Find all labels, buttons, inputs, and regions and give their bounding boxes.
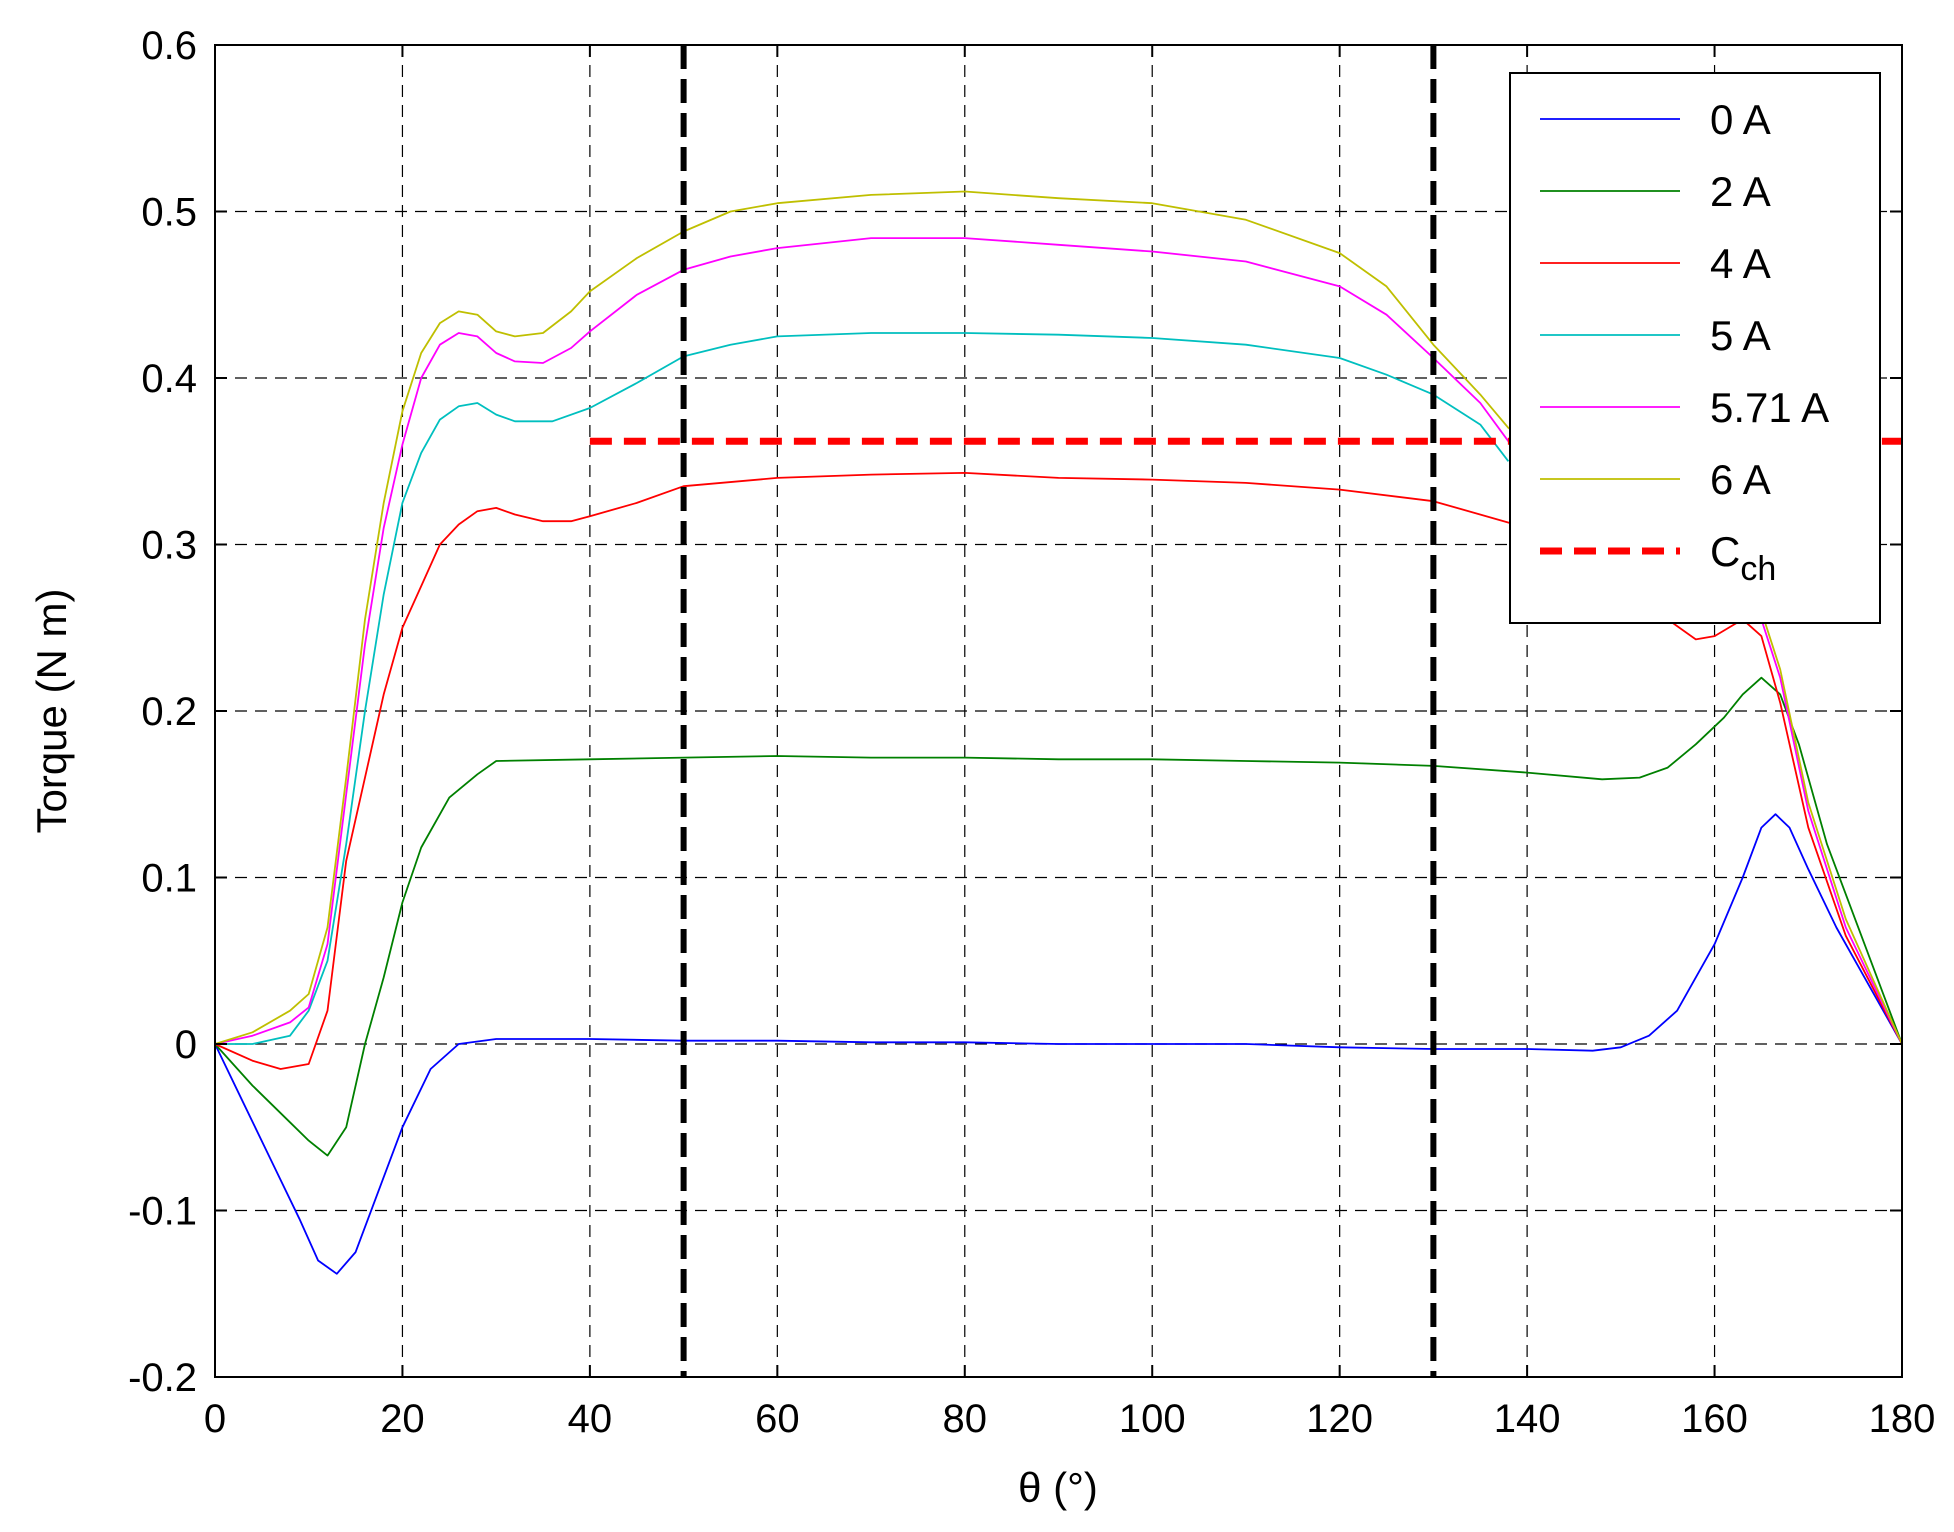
x-tick-label: 40 [568, 1397, 613, 1441]
y-axis-label: Torque (N m) [28, 588, 75, 833]
y-tick-label: 0.6 [141, 24, 197, 68]
y-tick-label: 0.1 [141, 857, 197, 901]
y-tick-label: 0 [175, 1023, 197, 1067]
legend-label-subscript: ch [1740, 550, 1776, 588]
y-tick-label: -0.2 [128, 1356, 197, 1400]
x-tick-label: 180 [1869, 1397, 1936, 1441]
series-line-4 [215, 332, 1510, 1045]
y-tick-label: 0.2 [141, 690, 197, 734]
legend-label: 6 A [1710, 456, 1771, 503]
y-tick-label: 0.3 [141, 524, 197, 568]
legend-label: 5 A [1710, 312, 1771, 359]
series-line-1 [214, 813, 1903, 1275]
y-tick-label: -0.1 [128, 1190, 197, 1234]
x-axis-label: θ (°) [1018, 1464, 1098, 1511]
legend-label: 0 A [1710, 96, 1771, 143]
x-tick-label: 0 [204, 1397, 226, 1441]
series-line-3 [214, 471, 1903, 1070]
x-tick-label: 60 [755, 1397, 800, 1441]
x-tick-label: 80 [943, 1397, 988, 1441]
grid-lines [215, 45, 1902, 1377]
x-tick-label: 140 [1494, 1397, 1561, 1441]
x-tick-label: 160 [1681, 1397, 1748, 1441]
legend-label: 5.71 A [1710, 384, 1829, 431]
legend-box [1509, 72, 1881, 624]
legend-label: 4 A [1710, 240, 1771, 287]
axis-ticks: 0 20 40 60 80 100 120 140 160 180 -0.2 -0.1 0 0.1 0.2 0… [128, 24, 1935, 1441]
x-tick-label: 100 [1119, 1397, 1186, 1441]
y-tick-label: 0.5 [141, 191, 197, 235]
x-tick-label: 20 [380, 1397, 425, 1441]
series-line-2 [214, 676, 1903, 1157]
y-tick-label: 0.4 [141, 357, 197, 401]
legend-label: 2 A [1710, 168, 1771, 215]
x-tick-label: 120 [1306, 1397, 1373, 1441]
